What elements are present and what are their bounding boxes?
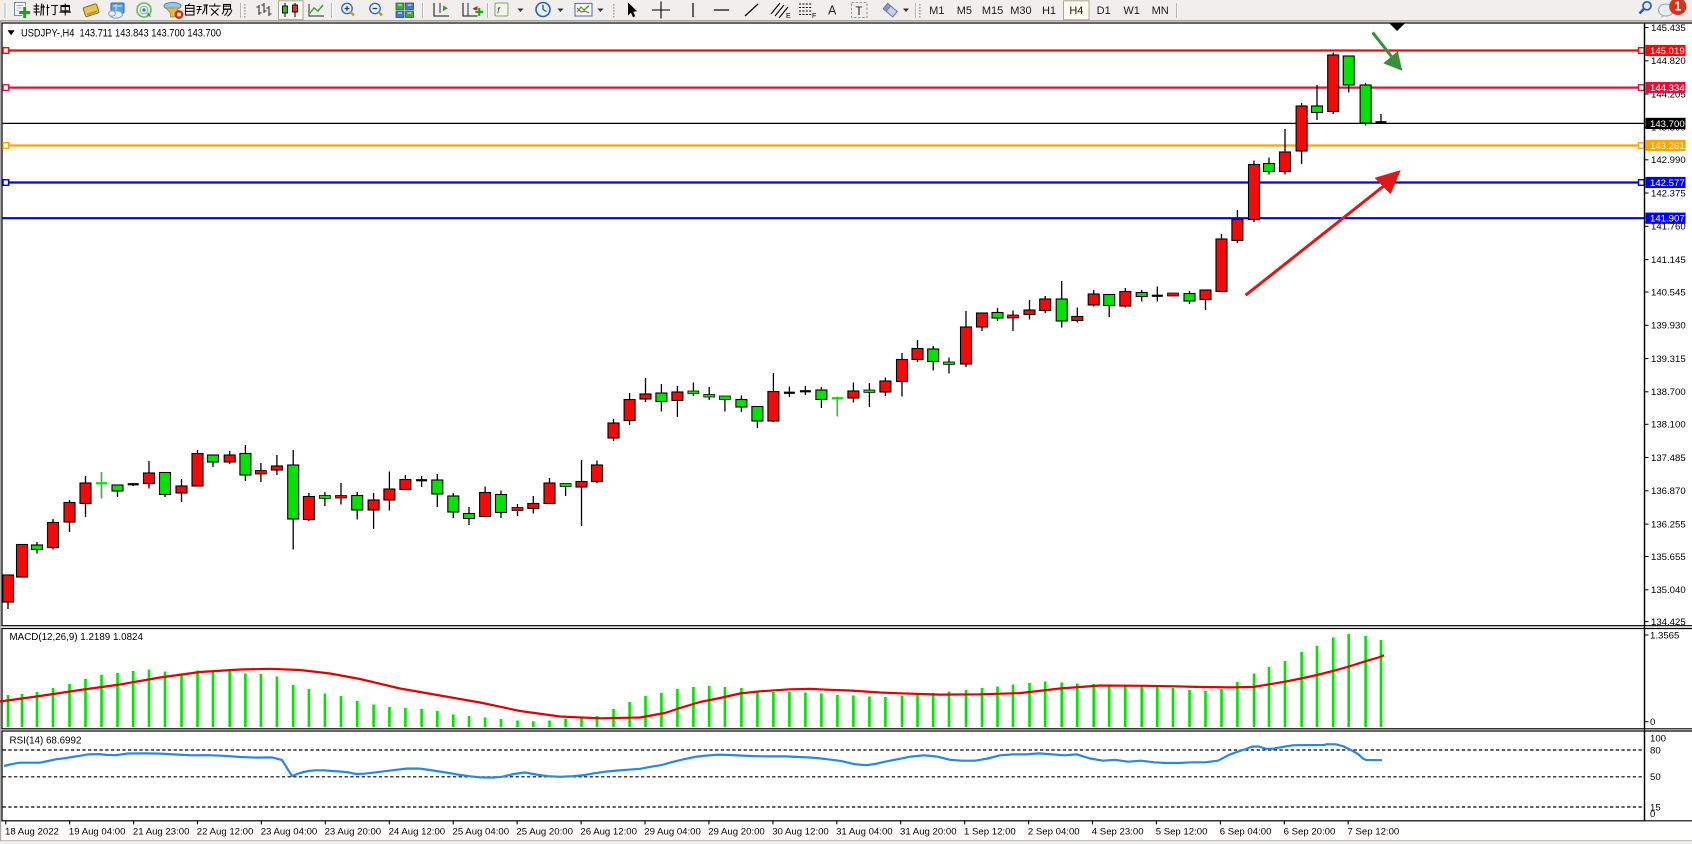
svg-text:M30: M30 [1010, 5, 1031, 17]
svg-text:23 Aug 04:00: 23 Aug 04:00 [261, 827, 318, 838]
svg-text:A: A [828, 4, 837, 18]
svg-text:2 Sep 04:00: 2 Sep 04:00 [1028, 827, 1080, 838]
svg-text:135.655: 135.655 [1651, 552, 1686, 563]
svg-text:6 Sep 04:00: 6 Sep 04:00 [1220, 827, 1272, 838]
svg-text:144.334: 144.334 [1650, 83, 1685, 94]
svg-text:21 Aug 23:00: 21 Aug 23:00 [133, 827, 190, 838]
svg-text:134.425: 134.425 [1651, 617, 1686, 628]
svg-text:H1: H1 [1042, 5, 1056, 17]
svg-text:141.145: 141.145 [1651, 255, 1686, 266]
svg-text:142.375: 142.375 [1651, 188, 1686, 199]
svg-text:137.485: 137.485 [1651, 453, 1686, 464]
svg-text:D1: D1 [1097, 5, 1111, 17]
svg-text:M5: M5 [957, 5, 972, 17]
svg-text:5 Sep 12:00: 5 Sep 12:00 [1156, 827, 1208, 838]
svg-text:145.435: 145.435 [1651, 23, 1686, 34]
svg-text:143.700: 143.700 [1650, 119, 1685, 130]
svg-text:1.3565: 1.3565 [1650, 631, 1679, 642]
svg-text:T: T [856, 6, 863, 18]
svg-text:MACD(12,26,9) 1.2189 1.0824: MACD(12,26,9) 1.2189 1.0824 [10, 632, 144, 643]
svg-text:19 Aug 04:00: 19 Aug 04:00 [69, 827, 126, 838]
svg-text:139.930: 139.930 [1651, 321, 1686, 332]
svg-text:139.315: 139.315 [1651, 354, 1686, 365]
svg-text:0: 0 [1650, 809, 1655, 820]
svg-text:141.907: 141.907 [1650, 214, 1685, 225]
svg-text:0: 0 [1650, 717, 1655, 728]
svg-text:4 Sep 23:00: 4 Sep 23:00 [1092, 827, 1144, 838]
svg-text:25 Aug 20:00: 25 Aug 20:00 [516, 827, 573, 838]
svg-text:31 Aug 04:00: 31 Aug 04:00 [836, 827, 893, 838]
svg-text:29 Aug 20:00: 29 Aug 20:00 [708, 827, 765, 838]
svg-text:30 Aug 12:00: 30 Aug 12:00 [772, 827, 829, 838]
svg-text:24 Aug 12:00: 24 Aug 12:00 [389, 827, 446, 838]
svg-text:7 Sep 12:00: 7 Sep 12:00 [1348, 827, 1400, 838]
svg-text:144.820: 144.820 [1651, 56, 1686, 67]
svg-text:26 Aug 12:00: 26 Aug 12:00 [580, 827, 637, 838]
svg-text:1: 1 [1674, 0, 1681, 14]
svg-text:142.577: 142.577 [1650, 178, 1685, 189]
svg-text:136.255: 136.255 [1651, 520, 1686, 531]
svg-text:F: F [812, 13, 816, 20]
svg-text:RSI(14) 68.6992: RSI(14) 68.6992 [10, 736, 82, 747]
svg-text:18 Aug 2022: 18 Aug 2022 [5, 827, 59, 838]
svg-text:1 Sep 12:00: 1 Sep 12:00 [964, 827, 1016, 838]
svg-text:140.545: 140.545 [1651, 287, 1686, 298]
svg-text:22 Aug 12:00: 22 Aug 12:00 [197, 827, 254, 838]
svg-text:E: E [786, 13, 791, 20]
svg-text:143.261: 143.261 [1650, 141, 1685, 152]
svg-text:100: 100 [1650, 734, 1666, 745]
svg-text:136.870: 136.870 [1651, 486, 1686, 497]
svg-text:W1: W1 [1123, 5, 1140, 17]
svg-text:144.205: 144.205 [1651, 89, 1686, 100]
svg-text:142.990: 142.990 [1651, 155, 1686, 166]
svg-text:80: 80 [1650, 746, 1661, 757]
svg-text:50: 50 [1650, 772, 1661, 783]
svg-text:M15: M15 [982, 5, 1003, 17]
svg-text:M1: M1 [929, 5, 944, 17]
svg-text:f: f [497, 6, 501, 17]
svg-text:29 Aug 04:00: 29 Aug 04:00 [644, 827, 701, 838]
svg-text:138.100: 138.100 [1651, 420, 1686, 431]
svg-text:15: 15 [1650, 803, 1661, 814]
svg-text:USDJPY-,H4 143.711 143.843 14: USDJPY-,H4 143.711 143.843 143.700 143.7… [21, 28, 221, 40]
svg-text:MN: MN [1152, 5, 1169, 17]
svg-text:23 Aug 20:00: 23 Aug 20:00 [325, 827, 382, 838]
svg-text:6 Sep 20:00: 6 Sep 20:00 [1284, 827, 1336, 838]
svg-text:31 Aug 20:00: 31 Aug 20:00 [900, 827, 957, 838]
svg-text:25 Aug 04:00: 25 Aug 04:00 [453, 827, 510, 838]
svg-text:135.040: 135.040 [1651, 585, 1686, 596]
svg-text:145.019: 145.019 [1650, 46, 1685, 57]
svg-text:141.760: 141.760 [1651, 222, 1686, 233]
svg-text:138.700: 138.700 [1651, 387, 1686, 398]
svg-text:H4: H4 [1069, 5, 1083, 17]
